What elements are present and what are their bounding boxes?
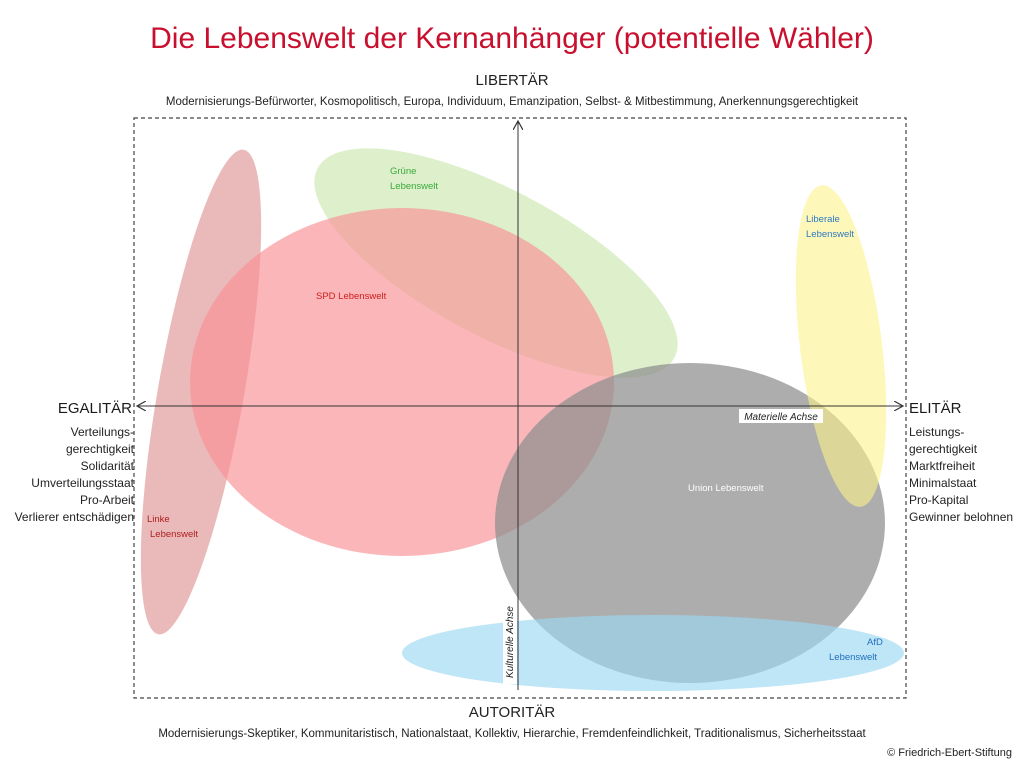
left-item: Pro-Arbeit	[79, 493, 134, 507]
left-item: Solidarität	[80, 459, 134, 473]
union-label: Union Lebenswelt	[688, 483, 764, 494]
gruene-label: Grüne Lebenswelt	[390, 166, 438, 192]
top-axis-description: Modernisierungs-Befürworter, Kosmopoliti…	[165, 96, 859, 108]
horizontal-axis-label: Materielle Achse	[744, 412, 818, 423]
right-axis-label: ELITÄR	[909, 400, 962, 417]
left-axis-label: EGALITÄR	[57, 400, 132, 417]
page-title: Die Lebenswelt der Kernanhänger (potenti…	[150, 22, 874, 55]
vertical-axis-label: Kulturelle Achse	[505, 606, 516, 678]
linke-label-line2: Lebenswelt	[150, 529, 198, 540]
liberale-ellipse	[795, 185, 887, 507]
gruene-label-line1: Grüne	[390, 166, 416, 177]
right-item: gerechtigkeit	[909, 442, 978, 456]
left-item: gerechtigkeit	[65, 442, 134, 456]
right-item: Marktfreiheit	[909, 459, 976, 473]
bottom-axis-label: AUTORITÄR	[468, 704, 556, 721]
left-item: Umverteilungsstaat	[31, 476, 134, 490]
afd-label-line1: AfD	[867, 637, 883, 648]
right-item: Leistungs-	[909, 425, 965, 439]
vertical-axis-label-bg	[503, 600, 517, 684]
top-axis-label: LIBERTÄR	[475, 72, 549, 89]
liberale-label-line2: Lebenswelt	[806, 229, 854, 240]
spd-label-line1: SPD Lebenswelt	[316, 291, 387, 302]
afd-ellipse	[402, 615, 904, 691]
union-ellipse	[495, 363, 885, 683]
linke-label-line1: Linke	[147, 514, 170, 525]
union-label-line1: Union Lebenswelt	[688, 483, 764, 494]
liberale-label: Liberale Lebenswelt	[806, 214, 854, 240]
afd-label-line2: Lebenswelt	[829, 652, 877, 663]
right-item: Pro-Kapital	[909, 493, 969, 507]
afd-label: AfD Lebenswelt	[829, 637, 885, 663]
copyright-notice: © Friedrich-Ebert-Stiftung	[887, 747, 1012, 759]
left-axis-items: Verteilungs- gerechtigkeit Solidarität U…	[15, 424, 134, 526]
right-item: Minimalstaat	[909, 476, 977, 490]
bottom-axis-description: Modernisierungs-Skeptiker, Kommunitarist…	[158, 728, 866, 740]
diagram-frame	[133, 117, 907, 699]
spd-label: SPD Lebenswelt	[316, 291, 387, 302]
right-axis-items: Leistungs- gerechtigkeit Marktfreiheit M…	[909, 424, 1013, 526]
liberale-label-line1: Liberale	[806, 214, 840, 225]
left-item: Verlierer entschädigen	[14, 510, 134, 524]
right-item: Gewinner belohnen	[909, 510, 1014, 524]
linke-label: Linke Lebenswelt	[147, 514, 198, 540]
gruene-label-line2: Lebenswelt	[390, 181, 438, 192]
horizontal-axis-label-bg	[739, 409, 823, 423]
left-item: Verteilungs-	[70, 425, 134, 439]
